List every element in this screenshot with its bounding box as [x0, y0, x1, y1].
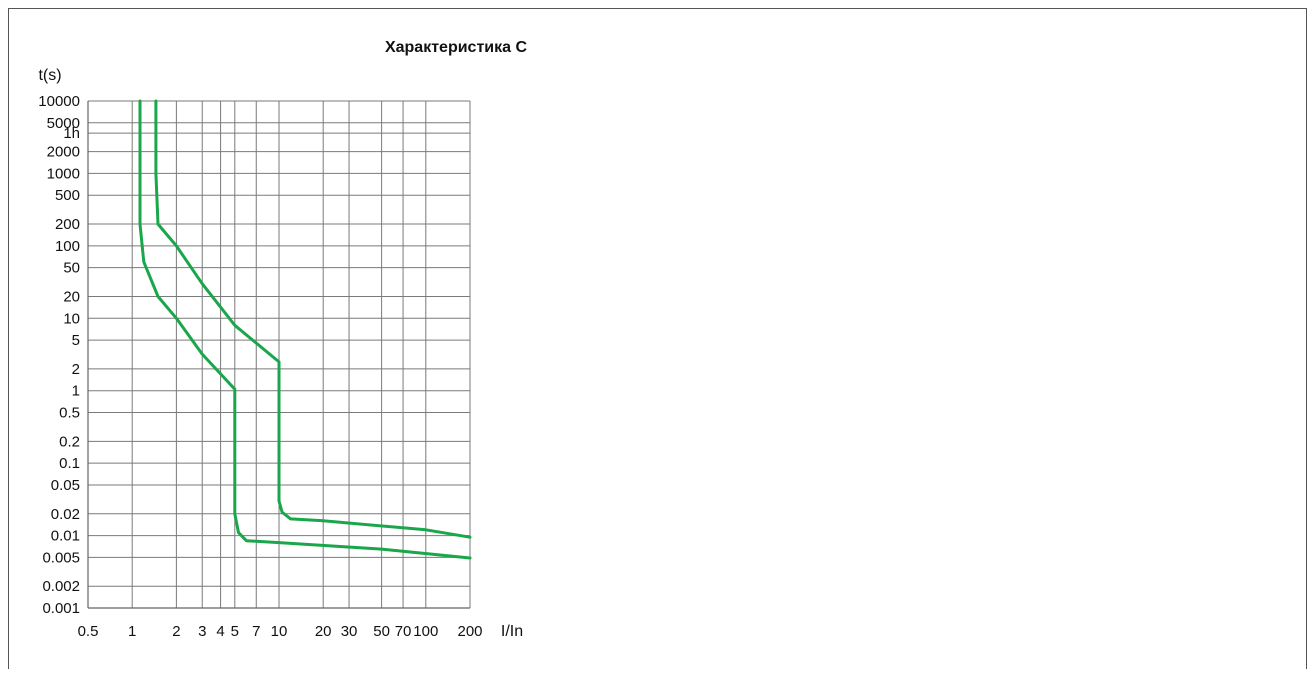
- x-tick-label: 50: [373, 623, 390, 640]
- y-tick-label: 0.05: [51, 477, 80, 494]
- y-tick-label: 50: [63, 260, 80, 277]
- y-tick-label: 0.02: [51, 506, 80, 523]
- chart-title: Характеристика С: [385, 39, 528, 56]
- x-tick-label: 2: [172, 623, 180, 640]
- x-tick-label: 0.5: [78, 623, 99, 640]
- x-tick-label: 200: [457, 623, 482, 640]
- y-axis-label: t(s): [38, 67, 61, 84]
- curve-line-2: [154, 99, 472, 539]
- y-tick-label: 1: [72, 383, 80, 400]
- x-axis-label: I/In: [501, 623, 523, 640]
- y-tick-label: 0.002: [42, 578, 80, 595]
- y-tick-label: 2000: [47, 144, 80, 161]
- x-tick-labels: 0.5 1 2 3 4 5 7 10 20 30 50 70 100 200: [78, 623, 483, 640]
- y-tick-label: 0.2: [59, 433, 80, 450]
- y-tick-label: 5000: [47, 115, 80, 132]
- y-tick-label: 500: [55, 187, 80, 204]
- y-tick-label: 0.001: [42, 600, 80, 617]
- y-tick-label: 200: [55, 216, 80, 233]
- curve-line-1: [138, 99, 472, 560]
- x-tick-label: 100: [413, 623, 438, 640]
- y-tick-label: 0.01: [51, 528, 80, 545]
- x-tick-label: 7: [252, 623, 260, 640]
- y-tick-label: 1h: [63, 125, 80, 142]
- y-tick-label: 2: [72, 361, 80, 378]
- y-tick-label: 10: [63, 310, 80, 327]
- x-tick-label: 5: [231, 623, 239, 640]
- grid: [87, 100, 471, 609]
- x-tick-label: 4: [216, 623, 224, 640]
- x-tick-label: 1: [128, 623, 136, 640]
- x-tick-label: 30: [341, 623, 358, 640]
- y-tick-label: 0.005: [42, 549, 80, 566]
- y-tick-label: 100: [55, 238, 80, 255]
- y-tick-label: 5: [72, 332, 80, 349]
- y-tick-label: 10000: [38, 93, 80, 110]
- x-tick-label: 3: [198, 623, 206, 640]
- curves: [138, 99, 472, 560]
- y-tick-label: 1000: [47, 165, 80, 182]
- x-tick-label: 10: [271, 623, 288, 640]
- y-tick-label: 0.1: [59, 455, 80, 472]
- y-tick-label: 20: [63, 288, 80, 305]
- y-tick-label: 0.5: [59, 405, 80, 422]
- x-tick-label: 20: [315, 623, 332, 640]
- chart-frame: [8, 8, 1307, 669]
- x-tick-label: 70: [395, 623, 412, 640]
